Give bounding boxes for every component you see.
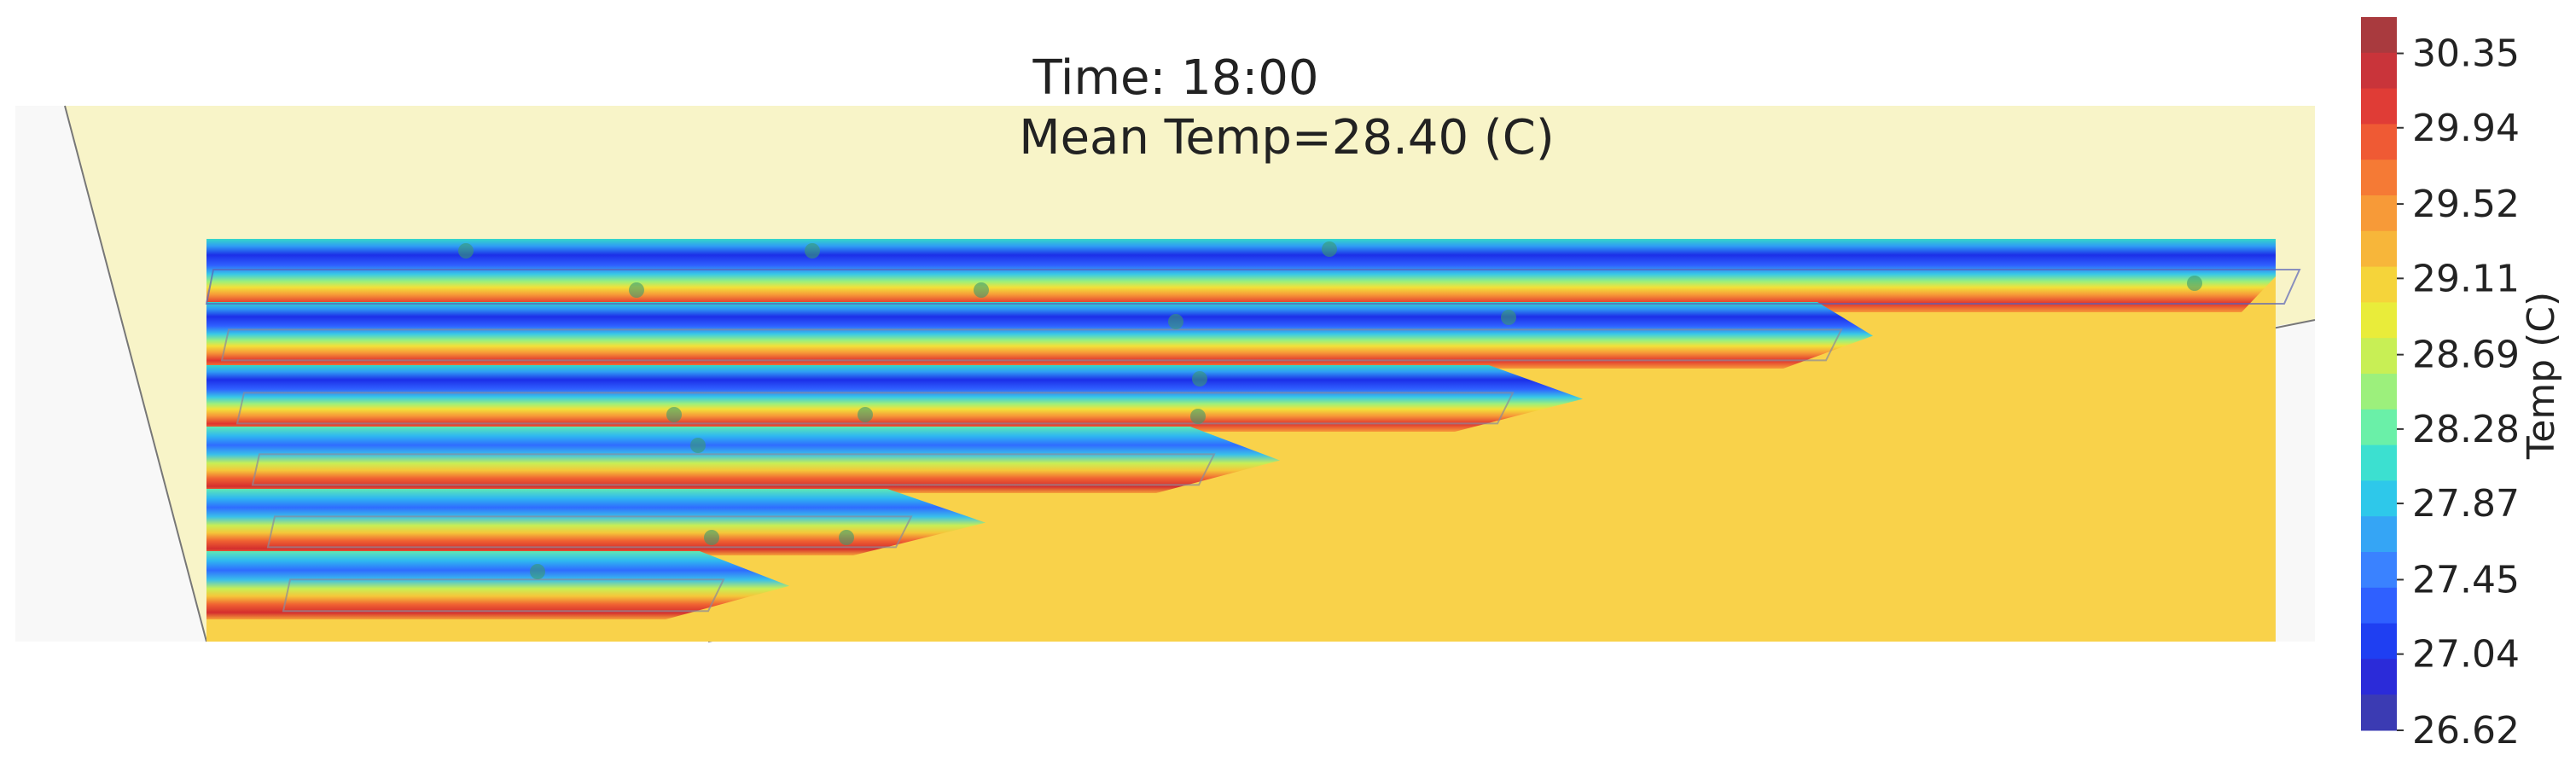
colorbar-segment (2361, 302, 2397, 339)
sensor-dot (1192, 371, 1207, 386)
colorbar-segment (2361, 230, 2397, 268)
colorbar-tick-label: 29.94 (2412, 107, 2520, 150)
temperature-stripe (206, 427, 1280, 493)
colorbar-segment (2361, 195, 2397, 232)
stripe-outline (266, 515, 913, 549)
colorbar-tick-label: 26.62 (2412, 709, 2520, 752)
colorbar-segment (2361, 374, 2397, 410)
sensor-dot (704, 530, 719, 545)
colorbar-segment (2361, 445, 2397, 481)
sensor-dot (690, 438, 706, 453)
colorbar-tick-label: 28.69 (2412, 334, 2520, 377)
sensor-dot (1322, 241, 1337, 257)
stripe-outline (205, 269, 2301, 305)
temperature-stripe (206, 365, 1583, 432)
colorbar-label: Temp (C) (2520, 292, 2563, 460)
colorbar-tick-label: 27.87 (2412, 482, 2520, 526)
sensor-markers (458, 241, 2202, 579)
colorbar-segment (2361, 266, 2397, 303)
sensor-dot (839, 530, 854, 545)
colorbar-tick-label: 28.28 (2412, 408, 2520, 451)
sensor-dot (1190, 409, 1206, 424)
colorbar-segment (2361, 516, 2397, 553)
sensor-dot (1501, 310, 1516, 325)
stripe-outline (251, 453, 1216, 486)
footprint-left-edge (64, 105, 207, 642)
sensor-dot (666, 407, 682, 422)
colorbar-segment (2361, 694, 2397, 731)
temperature-stripe (206, 302, 1873, 369)
colorbar (2361, 17, 2397, 731)
chart-title-line1: Time: 18:00 (1032, 50, 1318, 106)
stripe-outline (220, 328, 1843, 362)
stripe-outline (282, 578, 725, 613)
chart-title-line2: Mean Temp=28.40 (C) (1019, 110, 1554, 166)
colorbar-tick-label: 30.35 (2412, 32, 2520, 76)
sensor-dot (458, 243, 474, 259)
sensor-dot (805, 243, 820, 259)
temperature-stripe (206, 551, 789, 619)
colorbar-segment (2361, 552, 2397, 589)
colorbar-segment (2361, 480, 2397, 517)
colorbar-segment (2361, 17, 2397, 54)
temperature-stripe (206, 239, 2276, 312)
colorbar-segment (2361, 88, 2397, 125)
temperature-stripe (206, 489, 986, 555)
sensor-dot (629, 282, 644, 298)
sensor-dot (1168, 314, 1183, 329)
colorbar-segment (2361, 338, 2397, 375)
colorbar-segment (2361, 52, 2397, 90)
colorbar-segment (2361, 409, 2397, 446)
colorbar-tick-label: 27.04 (2412, 633, 2520, 677)
sensor-dot (2187, 276, 2202, 291)
colorbar-segment (2361, 124, 2397, 160)
sensor-dot (974, 282, 989, 298)
stripe-outlines (205, 269, 2301, 613)
stripes-layer (206, 239, 2276, 619)
colorbar-segment (2361, 623, 2397, 660)
sensor-dot (530, 564, 545, 579)
colorbar-tick-label: 29.52 (2412, 183, 2520, 226)
colorbar-segment (2361, 587, 2397, 625)
colorbar-tick-label: 29.11 (2412, 257, 2520, 300)
colorbar-segment (2361, 160, 2397, 196)
colorbar-segment (2361, 659, 2397, 695)
colorbar-ticks: 30.35 29.94 29.52 29.11 28.69 28.28 27.87 27.45… (2397, 32, 2520, 752)
colorbar-tick-label: 27.45 (2412, 558, 2520, 601)
stripe-outline (236, 392, 1515, 425)
sensor-dot (858, 407, 873, 422)
